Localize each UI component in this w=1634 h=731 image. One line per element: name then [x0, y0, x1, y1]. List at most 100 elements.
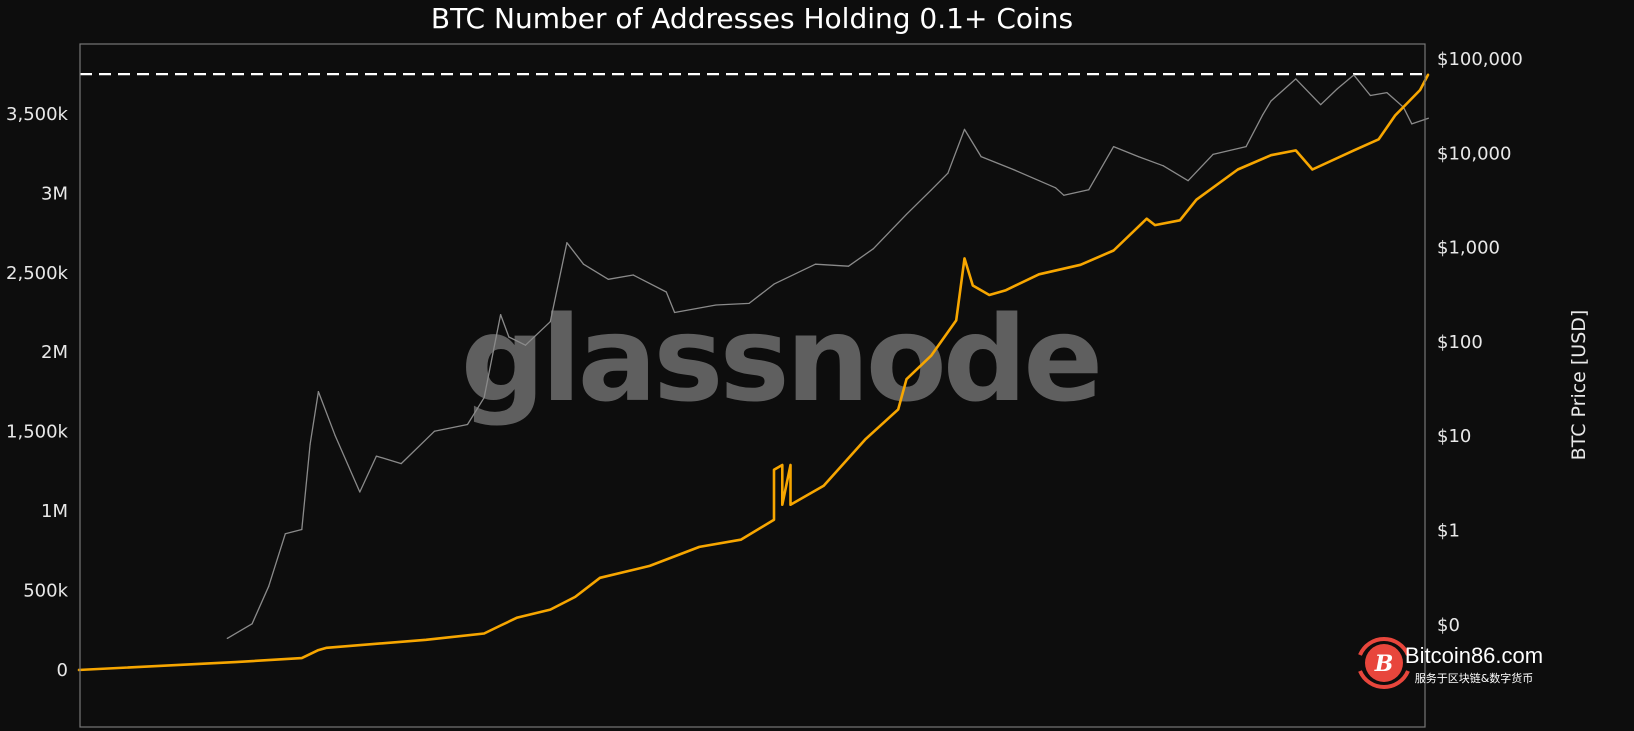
logo-tagline: 服务于区块链&数字货币 [1415, 671, 1534, 685]
price-point [847, 265, 850, 267]
price-point [1386, 91, 1388, 94]
addresses-point [988, 294, 990, 296]
plot-frame [79, 43, 1426, 728]
addresses-point [1295, 149, 1297, 151]
right-tick-label: $10,000 [1437, 143, 1511, 164]
addresses-point [781, 504, 783, 506]
chart-title: BTC Number of Addresses Holding 0.1+ Coi… [431, 2, 1073, 35]
addresses-point [1311, 168, 1313, 171]
addresses-point [599, 577, 601, 579]
addresses-point [698, 546, 701, 548]
left-tick-label: 3M [41, 183, 68, 204]
addresses-point [574, 596, 576, 598]
price-point [673, 311, 676, 314]
price-point [814, 263, 816, 265]
price-point [301, 528, 303, 531]
addresses-point [823, 485, 825, 487]
addresses-point [963, 257, 966, 260]
price-point [375, 455, 377, 457]
addresses-point [930, 354, 932, 356]
addresses-point [483, 632, 485, 635]
addresses-point [1112, 249, 1115, 252]
plot-area [77, 73, 1430, 672]
addresses-point [1079, 264, 1082, 266]
addresses-point [326, 647, 328, 649]
price-point [359, 491, 361, 493]
left-tick-label: 1M [41, 501, 68, 522]
left-tick-label: 3,500k [6, 104, 69, 125]
bitcoin-glyph: B [1374, 651, 1394, 677]
logo-arc-top [1358, 637, 1410, 656]
left-tick-label: 2M [41, 342, 68, 363]
right-tick-label: $100 [1437, 332, 1483, 353]
price-point [1353, 74, 1355, 76]
addresses-point [773, 519, 775, 521]
price-point [508, 336, 510, 338]
logo-name: Bitcoin86.com [1405, 643, 1543, 668]
left-tick-label: 1,500k [6, 422, 69, 443]
left-tick-label: 2,500k [6, 263, 69, 284]
addresses-point [425, 639, 427, 641]
addresses-point [773, 469, 775, 471]
right-axis: $0 $1 $10 $100 $1,000 $10,000 $100,000 [1437, 49, 1523, 636]
price-point [524, 344, 527, 346]
price-point [905, 213, 908, 215]
price-point [1112, 145, 1115, 148]
addresses-point [317, 649, 319, 651]
right-axis-label: BTC Price [USD] [1568, 310, 1590, 461]
addresses-point [972, 284, 974, 287]
price-point [582, 263, 585, 265]
bitcoin86-logo: B Bitcoin86.com 服务于区块链&数字货币 [1358, 637, 1543, 689]
price-point [317, 390, 319, 393]
price-point [549, 321, 551, 323]
price-point [1369, 94, 1371, 97]
left-axis: 0 500k 1M 1,500k 2M 2,500k 3M 3,500k [6, 104, 69, 681]
price-point [334, 434, 336, 436]
price-point [566, 242, 568, 244]
price-point [963, 128, 966, 130]
addresses-point [1427, 73, 1429, 75]
right-tick-label: $1 [1437, 521, 1460, 542]
addresses-point [1038, 273, 1040, 275]
price-series-line [226, 74, 1429, 639]
right-tick-label: $10 [1437, 426, 1471, 447]
price-point [1063, 194, 1065, 196]
right-tick-label: $100,000 [1437, 49, 1523, 70]
price-point [715, 304, 717, 306]
addresses-point [1394, 114, 1396, 117]
price-point [1088, 189, 1090, 191]
addresses-point [1146, 218, 1148, 220]
price-point [1245, 145, 1247, 148]
price-point [1336, 88, 1338, 90]
price-point [1320, 104, 1322, 106]
price-point [980, 156, 982, 158]
price-point [226, 637, 228, 640]
price-point [433, 430, 435, 432]
addresses-point [77, 669, 79, 671]
price-point [930, 189, 932, 191]
price-point [1212, 153, 1214, 156]
price-point [872, 248, 874, 250]
left-tick-label: 500k [23, 581, 68, 602]
price-point [607, 278, 609, 280]
price-point [1427, 117, 1429, 119]
addresses-point [234, 661, 237, 663]
addresses-point [740, 539, 742, 541]
addresses-point [1237, 168, 1239, 171]
price-point [466, 423, 469, 426]
price-point [268, 585, 270, 587]
price-point [665, 291, 667, 293]
price-point [284, 533, 286, 535]
addresses-point [1419, 89, 1421, 91]
watermark-glassnode: glassnode [461, 290, 1100, 428]
price-point [1013, 169, 1015, 171]
price-point [1295, 78, 1297, 80]
price-point [748, 302, 750, 304]
price-point [1270, 100, 1272, 102]
addresses-point [864, 438, 866, 441]
price-point [1411, 123, 1413, 125]
addresses-point [500, 624, 502, 627]
addresses-point [1378, 138, 1380, 140]
price-point [251, 623, 253, 625]
